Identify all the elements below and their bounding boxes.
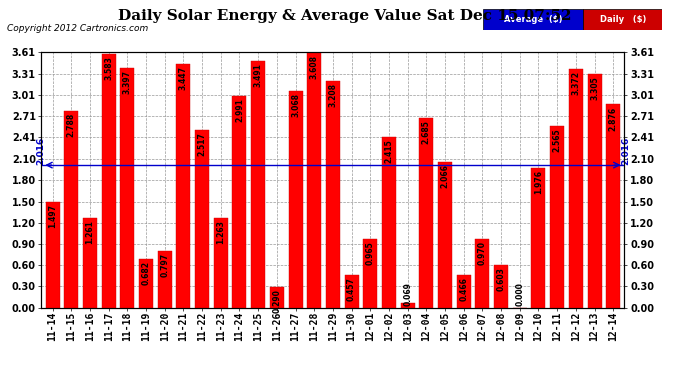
Text: Average  ($): Average ($)	[504, 15, 562, 24]
Text: Daily Solar Energy & Average Value Sat Dec 15 07:52: Daily Solar Energy & Average Value Sat D…	[118, 9, 572, 23]
Bar	[233, 96, 246, 308]
Bar	[583, 9, 662, 30]
Text: 0.457: 0.457	[347, 278, 356, 301]
Text: 2.565: 2.565	[553, 128, 562, 152]
Text: 2.991: 2.991	[235, 98, 244, 122]
Text: 2.066: 2.066	[440, 164, 450, 188]
Text: 2.788: 2.788	[67, 112, 76, 137]
Text: 0.682: 0.682	[141, 261, 150, 285]
Text: 3.068: 3.068	[291, 93, 300, 117]
Bar	[46, 202, 59, 308]
Bar	[364, 239, 377, 308]
Bar	[344, 275, 359, 308]
Bar	[120, 68, 135, 308]
Text: 3.372: 3.372	[571, 71, 580, 95]
Bar	[588, 74, 602, 308]
Text: 3.208: 3.208	[328, 83, 337, 107]
Text: 2.016: 2.016	[36, 137, 45, 165]
Text: 2.415: 2.415	[384, 139, 393, 163]
Text: 1.261: 1.261	[86, 220, 95, 245]
Text: 0.970: 0.970	[478, 241, 487, 265]
Text: 3.608: 3.608	[310, 55, 319, 79]
Bar	[475, 239, 489, 308]
Text: 3.447: 3.447	[179, 66, 188, 90]
Bar	[494, 265, 508, 308]
Bar	[569, 69, 583, 308]
Bar	[101, 54, 116, 307]
Text: 1.263: 1.263	[216, 220, 226, 244]
Bar	[177, 64, 190, 308]
Bar	[307, 53, 322, 308]
Bar	[483, 9, 583, 30]
Bar	[64, 111, 78, 308]
Text: 3.583: 3.583	[104, 57, 113, 80]
Bar	[326, 81, 340, 308]
Bar	[158, 251, 172, 308]
Text: 3.305: 3.305	[590, 76, 599, 100]
Text: 2.016: 2.016	[621, 137, 630, 165]
Bar	[251, 61, 265, 308]
Text: 2.685: 2.685	[422, 120, 431, 144]
Text: 2.876: 2.876	[609, 106, 618, 130]
Bar	[83, 218, 97, 308]
Bar	[401, 303, 415, 307]
Text: 3.397: 3.397	[123, 70, 132, 94]
Text: 0.290: 0.290	[273, 289, 282, 313]
Text: Copyright 2012 Cartronics.com: Copyright 2012 Cartronics.com	[7, 24, 148, 33]
Bar	[288, 91, 302, 308]
Text: 0.466: 0.466	[460, 277, 469, 301]
Bar	[420, 118, 433, 308]
Bar	[531, 168, 546, 308]
Bar	[270, 287, 284, 308]
Text: 0.000: 0.000	[515, 282, 524, 306]
Text: 1.976: 1.976	[534, 170, 543, 194]
Text: 3.491: 3.491	[254, 63, 263, 87]
Bar	[195, 130, 209, 308]
Bar	[457, 274, 471, 308]
Text: Daily   ($): Daily ($)	[600, 15, 646, 24]
Text: 0.797: 0.797	[160, 254, 169, 278]
Bar	[438, 162, 452, 308]
Text: 1.497: 1.497	[48, 204, 57, 228]
Bar	[382, 137, 396, 308]
Bar	[607, 104, 620, 308]
Text: 0.069: 0.069	[403, 282, 412, 306]
Text: 0.965: 0.965	[366, 242, 375, 265]
Bar	[139, 260, 153, 308]
Text: 2.517: 2.517	[197, 132, 206, 156]
Text: 0.603: 0.603	[497, 267, 506, 291]
Bar	[214, 218, 228, 308]
Bar	[550, 126, 564, 308]
